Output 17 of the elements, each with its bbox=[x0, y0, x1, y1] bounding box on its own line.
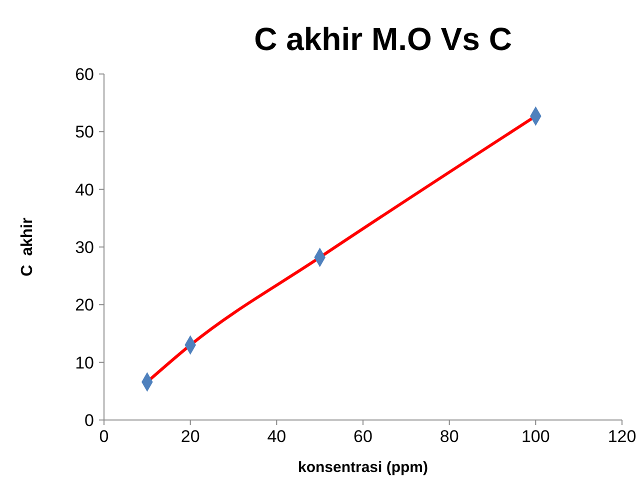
y-tick-label: 40 bbox=[75, 180, 94, 200]
y-axis-title: C akhir bbox=[19, 218, 36, 276]
y-tick-label: 30 bbox=[75, 238, 94, 257]
x-tick-label: 120 bbox=[608, 427, 636, 446]
x-tick-label: 80 bbox=[440, 427, 459, 446]
y-tick-label: 50 bbox=[75, 122, 94, 142]
x-tick-label: 20 bbox=[180, 427, 200, 446]
x-tick-label: 100 bbox=[521, 427, 550, 446]
x-tick-label: 0 bbox=[99, 427, 109, 446]
y-tick-label: 0 bbox=[84, 410, 94, 430]
y-tick-label: 60 bbox=[75, 64, 94, 84]
y-tick-label: 20 bbox=[75, 296, 94, 315]
x-axis-title: konsentrasi (ppm) bbox=[298, 459, 428, 476]
x-tick-label: 60 bbox=[354, 427, 372, 446]
y-tick-label: 10 bbox=[75, 353, 94, 372]
x-tick-label: 40 bbox=[267, 427, 286, 446]
chart-title: C akhir M.O Vs C bbox=[254, 21, 512, 57]
